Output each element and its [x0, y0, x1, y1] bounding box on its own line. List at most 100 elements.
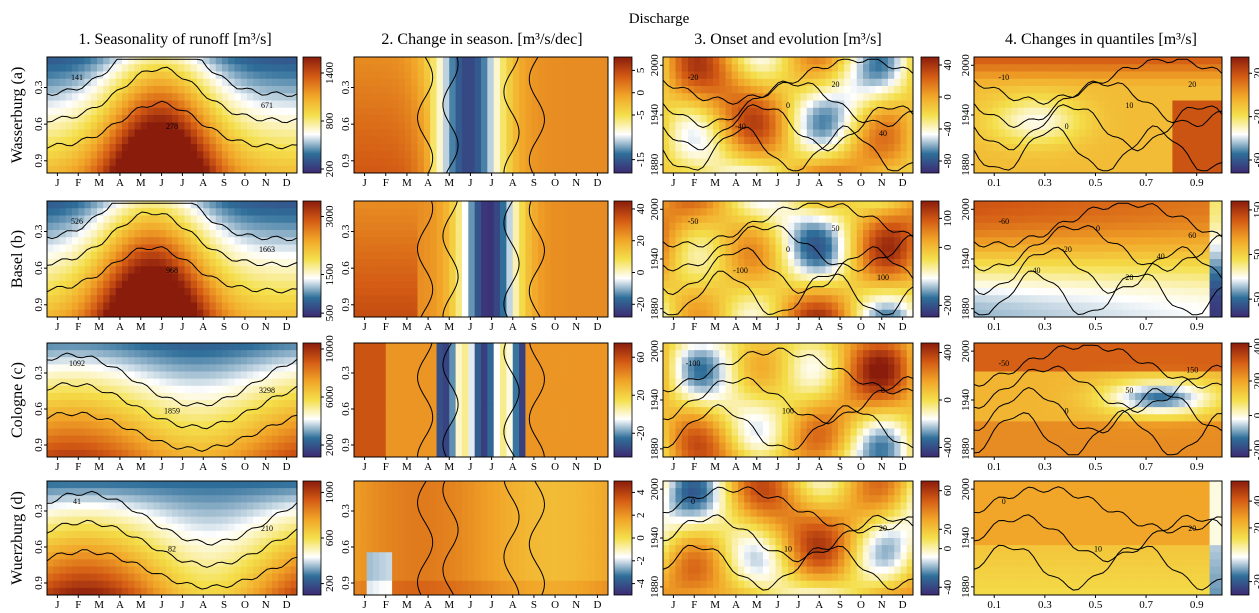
- heatmap-cell: [203, 158, 210, 167]
- y-tick-label: 0.6: [33, 540, 45, 554]
- heatmap-cell: [506, 442, 514, 451]
- heatmap-cell: [53, 266, 60, 274]
- heatmap-cell: [538, 273, 545, 282]
- heatmap-cell: [354, 302, 361, 311]
- column-title-4: 4. Changes in quantiles [m³/s]: [1005, 31, 1197, 48]
- x-tick-label: D: [593, 461, 601, 473]
- heatmap-cell: [525, 364, 533, 372]
- heatmap-cell: [461, 378, 469, 387]
- heatmap-cell: [178, 350, 185, 358]
- heatmap-cell: [240, 392, 248, 401]
- heatmap-cell: [354, 414, 361, 422]
- heatmap-cell: [259, 244, 267, 253]
- heatmap-cell: [461, 100, 469, 109]
- heatmap-cell: [544, 208, 552, 216]
- heatmap-cell: [284, 407, 292, 415]
- heatmap-cell: [360, 165, 368, 174]
- heatmap-cell: [253, 449, 260, 458]
- heatmap-cell: [284, 288, 292, 296]
- heatmap-cell: [601, 442, 609, 451]
- heatmap-cell: [563, 129, 571, 138]
- heatmap-cell: [417, 545, 425, 553]
- heatmap-cell: [379, 509, 387, 518]
- heatmap-cell: [265, 587, 273, 596]
- heatmap-cell: [290, 165, 298, 174]
- heatmap-cell: [354, 516, 361, 525]
- heatmap-cell: [272, 158, 279, 167]
- heatmap-cell: [385, 481, 393, 489]
- heatmap-cell: [128, 158, 135, 167]
- heatmap-cell: [360, 136, 368, 145]
- heatmap-cell: [59, 435, 67, 444]
- heatmap-cell: [97, 488, 104, 496]
- heatmap-cell: [423, 122, 431, 130]
- heatmap-cell: [392, 295, 399, 303]
- y-tick-label: 0.3: [340, 80, 352, 94]
- heatmap-cell: [398, 414, 406, 422]
- heatmap-cell: [165, 280, 173, 289]
- heatmap-cell: [109, 442, 117, 451]
- heatmap-cell: [461, 371, 469, 380]
- heatmap-cell: [569, 115, 577, 123]
- heatmap-cell: [84, 165, 92, 174]
- heatmap-cell: [366, 371, 374, 380]
- heatmap-cell: [178, 78, 185, 87]
- contour-line: [528, 200, 546, 318]
- heatmap-cell: [531, 273, 539, 282]
- colorbar-tick-label: 10000: [324, 335, 336, 363]
- heatmap-cell: [398, 407, 406, 415]
- heatmap-cell: [265, 201, 273, 209]
- heatmap-cell: [392, 414, 399, 422]
- heatmap-cell: [404, 208, 412, 216]
- heatmap-cell: [90, 580, 98, 589]
- heatmap-cell: [203, 93, 210, 101]
- heatmap-cell: [172, 435, 179, 444]
- heatmap-cell: [128, 364, 135, 372]
- heatmap-cell: [247, 237, 254, 245]
- heatmap-cell: [153, 309, 160, 318]
- heatmap-cell: [122, 215, 129, 224]
- heatmap-cell: [90, 144, 98, 152]
- heatmap-cell: [265, 502, 273, 510]
- heatmap-cell: [354, 421, 361, 429]
- heatmap-cell: [455, 78, 463, 87]
- heatmap-cell: [290, 488, 298, 496]
- heatmap-cell: [430, 273, 437, 282]
- x-tick-label: J: [180, 321, 185, 333]
- heatmap-cell: [423, 523, 431, 532]
- heatmap-cell: [525, 357, 533, 365]
- y-tick-label: 0.6: [33, 117, 45, 131]
- heatmap-cell: [550, 165, 558, 174]
- heatmap-cell: [436, 302, 444, 311]
- heatmap-cell: [474, 100, 482, 109]
- heatmap-cell: [222, 57, 229, 65]
- heatmap-cell: [122, 435, 129, 444]
- heatmap-cell: [398, 509, 406, 518]
- heatmap-cell: [512, 357, 520, 365]
- heatmap-cell: [72, 538, 79, 546]
- heatmap-cell: [379, 378, 387, 387]
- heatmap-cell: [474, 295, 482, 303]
- heatmap-cell: [417, 201, 425, 209]
- heatmap-cell: [601, 350, 609, 358]
- heatmap-cell: [115, 273, 123, 282]
- heatmap-cell: [122, 357, 129, 365]
- heatmap-cell: [115, 407, 123, 415]
- heatmap-cell: [278, 266, 285, 274]
- heatmap-cell: [531, 435, 539, 444]
- heatmap-cell: [128, 414, 135, 422]
- heatmap-cell: [417, 488, 425, 496]
- heatmap-cell: [563, 100, 571, 109]
- heatmap-cell: [461, 136, 469, 145]
- heatmap-cell: [90, 545, 98, 553]
- heatmap-cell: [436, 357, 444, 365]
- heatmap-cell: [354, 495, 361, 503]
- heatmap-cell: [544, 136, 552, 145]
- heatmap-cell: [557, 136, 564, 145]
- heatmap-cell: [134, 428, 142, 437]
- heatmap-cell: [90, 516, 98, 525]
- heatmap-cell: [519, 151, 526, 159]
- heatmap-cell: [506, 280, 514, 289]
- heatmap-cell: [197, 144, 204, 152]
- heatmap-cell: [512, 64, 520, 72]
